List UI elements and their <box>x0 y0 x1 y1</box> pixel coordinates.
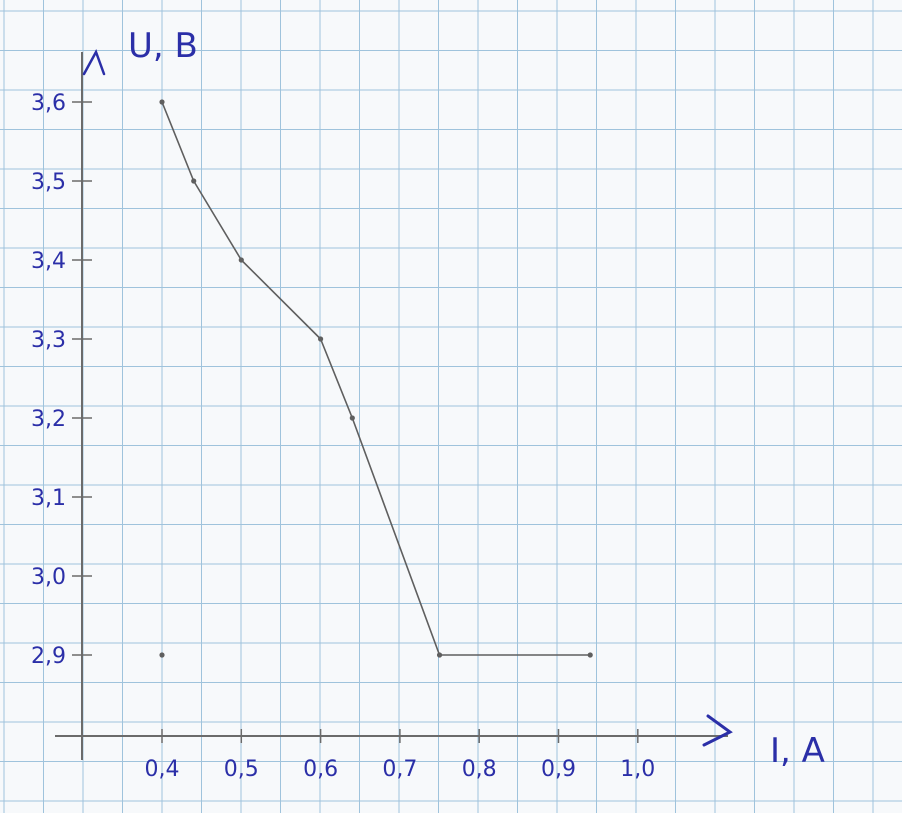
y-tick-label: 3,4 <box>31 249 66 274</box>
y-tick-label: 3,1 <box>31 486 66 511</box>
y-tick-label: 3,5 <box>31 170 66 195</box>
x-tick-label: 0,6 <box>303 757 338 782</box>
x-axis-title: I, A <box>770 731 825 771</box>
y-axis-arrow-icon <box>82 48 106 76</box>
data-point <box>587 652 593 658</box>
y-tick-label: 3,0 <box>31 565 66 590</box>
y-tick-label: 3,3 <box>31 328 66 353</box>
data-point <box>159 652 165 658</box>
x-tick-label: 0,4 <box>145 757 180 782</box>
data-point <box>349 415 355 421</box>
y-tick-label: 3,6 <box>31 91 66 116</box>
tick-marks: 3,6 3,5 3,4 3,3 3,2 3,1 3,0 2,9 0,4 0,5 0,6 0,7 0,8 0… <box>31 91 655 782</box>
data-point <box>159 99 165 105</box>
y-axis-title: U, B <box>128 26 198 66</box>
data-point <box>436 652 443 658</box>
x-tick-label: 0,8 <box>462 757 497 782</box>
y-tick-label: 2,9 <box>31 644 66 669</box>
series <box>159 99 593 658</box>
x-tick-label: 1,0 <box>620 757 655 782</box>
data-point <box>238 257 244 263</box>
x-tick-label: 0,5 <box>224 757 259 782</box>
data-point <box>318 336 324 342</box>
x-tick-label: 0,7 <box>382 757 417 782</box>
x-tick-label: 0,9 <box>541 757 576 782</box>
axes: U, B I, A <box>55 26 825 771</box>
y-tick-label: 3,2 <box>31 407 66 432</box>
x-axis-arrow-icon <box>702 714 733 747</box>
data-point <box>191 178 197 184</box>
